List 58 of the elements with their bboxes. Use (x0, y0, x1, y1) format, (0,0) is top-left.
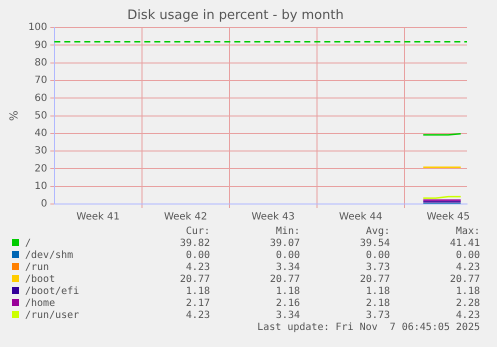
y-axis-title: % (7, 110, 20, 122)
y-tick-label: 30 (34, 146, 48, 157)
text: 4.23 (184, 310, 211, 322)
x-tick-label: Week 44 (339, 212, 382, 223)
text: Min: (274, 226, 301, 238)
y-tick-label: 100 (28, 22, 48, 34)
legend-label: /run (24, 262, 50, 274)
y-tick-label: 50 (34, 110, 48, 122)
text: 20.77 (358, 274, 391, 286)
text: 3.34 (274, 262, 301, 274)
y-tick-label: 80 (34, 57, 48, 68)
text: 3.73 (364, 310, 391, 322)
y-tick-label: 10 (34, 180, 48, 192)
legend-label: / (24, 238, 32, 250)
chart-title: Disk usage in percent - by month (127, 8, 344, 24)
y-tick-label: 20 (34, 163, 48, 174)
y-tick-label: 70 (34, 75, 48, 86)
text: Last update: Fri Nov 7 06:45:05 2025 (256, 322, 481, 334)
text: 20.77 (448, 274, 481, 286)
x-tick-label: Week 41 (76, 212, 120, 223)
text: 4.23 (454, 262, 481, 274)
text: 0.00 (184, 250, 211, 262)
text: 0.00 (274, 250, 301, 262)
text: 3.34 (274, 310, 301, 322)
text: 1.18 (454, 286, 481, 298)
text: Cur: (184, 226, 211, 238)
x-tick-label: Week 45 (426, 212, 470, 223)
text: 1.18 (184, 286, 211, 298)
legend-label: /home (24, 298, 56, 310)
text: 39.82 (178, 238, 211, 250)
y-tick-label: 40 (34, 128, 48, 140)
text: 0.00 (364, 250, 391, 262)
text: 41.41 (448, 238, 481, 250)
text: 39.54 (358, 238, 391, 250)
x-tick-label: Week 43 (251, 212, 295, 223)
text: 2.17 (184, 298, 211, 310)
y-tick-label: 90 (34, 40, 48, 51)
y-tick-label: 60 (34, 92, 48, 104)
legend-label: /dev/shm (24, 250, 74, 262)
text: 2.16 (274, 298, 301, 310)
legend-label: /boot/efi (24, 286, 80, 298)
text: 1.18 (364, 286, 391, 298)
text: 20.77 (268, 274, 301, 286)
legend-label: /run/user (24, 310, 80, 322)
text: 1.18 (274, 286, 301, 298)
text: 2.18 (364, 298, 391, 310)
x-tick-label: Week 42 (164, 212, 208, 223)
text: Avg: (364, 226, 391, 238)
text: 4.23 (454, 310, 481, 322)
text: 39.07 (268, 238, 301, 250)
y-tick-label: 0 (40, 198, 48, 210)
text: Max: (454, 226, 481, 238)
text: 3.73 (364, 262, 391, 274)
text: 20.77 (178, 274, 211, 286)
text: 4.23 (184, 262, 211, 274)
text: 2.28 (454, 298, 481, 310)
legend-label: /boot (24, 274, 56, 286)
text: 0.00 (454, 250, 481, 262)
